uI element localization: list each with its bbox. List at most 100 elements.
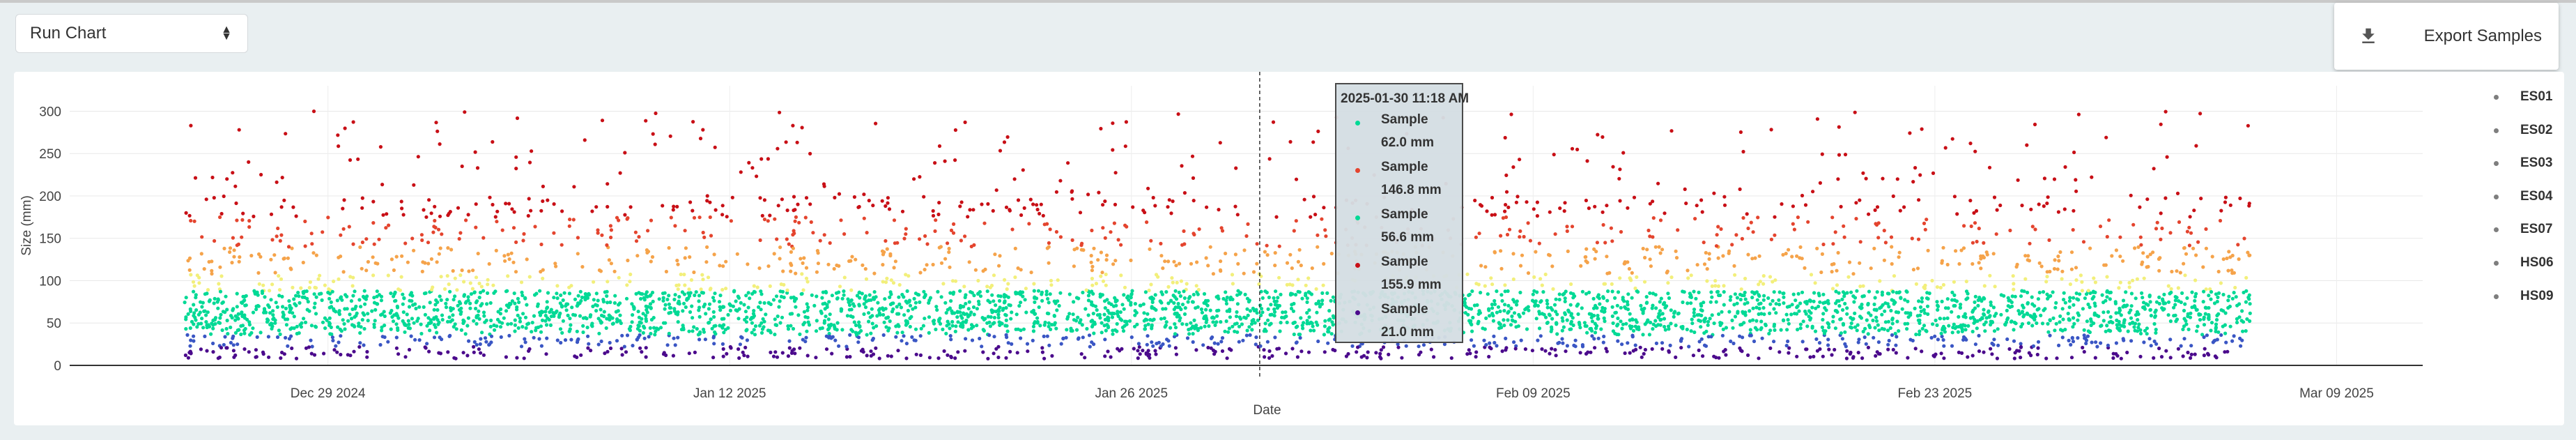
data-point xyxy=(576,294,580,298)
data-point xyxy=(943,159,947,163)
data-point xyxy=(2179,344,2183,348)
data-point xyxy=(1205,318,1209,322)
data-point xyxy=(1584,291,1589,296)
data-point xyxy=(467,269,471,273)
data-point xyxy=(1216,294,1220,298)
data-point xyxy=(2090,296,2095,301)
data-point xyxy=(282,198,286,202)
export-samples-button[interactable]: Export Samples xyxy=(2334,3,2559,70)
data-point xyxy=(2221,324,2225,328)
data-point xyxy=(1690,317,1694,321)
data-point xyxy=(1809,316,1813,320)
data-point xyxy=(241,294,245,298)
data-point xyxy=(371,255,375,259)
data-point xyxy=(2136,326,2141,330)
data-point xyxy=(1911,268,1915,272)
data-point xyxy=(539,344,544,348)
data-point xyxy=(2248,311,2252,315)
data-point xyxy=(1090,283,1095,287)
data-point xyxy=(2060,328,2065,333)
data-point xyxy=(865,333,869,337)
data-point xyxy=(495,220,499,224)
data-point xyxy=(922,195,926,199)
data-point xyxy=(640,350,644,354)
data-point xyxy=(479,285,484,289)
data-point xyxy=(2157,268,2161,273)
data-point xyxy=(2035,308,2039,312)
data-point xyxy=(1513,347,1518,351)
data-point xyxy=(1844,356,1849,361)
data-point xyxy=(1561,319,1565,323)
data-point xyxy=(1885,291,1890,296)
data-point xyxy=(766,157,770,161)
data-point xyxy=(2232,334,2236,338)
data-point xyxy=(1442,342,1447,347)
data-point xyxy=(364,268,369,273)
data-point xyxy=(2086,289,2090,293)
data-point xyxy=(1596,336,1601,340)
data-point xyxy=(2141,305,2145,310)
data-point xyxy=(1192,318,1196,322)
data-point xyxy=(546,291,550,295)
data-point xyxy=(1593,331,1598,335)
data-point xyxy=(1708,317,1712,321)
data-point xyxy=(2159,211,2163,215)
data-point xyxy=(1748,333,1752,337)
data-point xyxy=(1709,335,1713,339)
data-point xyxy=(1550,264,1555,268)
data-point xyxy=(1862,335,1867,340)
data-point xyxy=(2155,220,2159,225)
data-point xyxy=(1618,199,1622,203)
data-point xyxy=(1049,283,1054,287)
data-point xyxy=(1285,320,1289,324)
data-point xyxy=(2203,312,2207,316)
data-point xyxy=(1322,261,1326,266)
data-point xyxy=(2071,228,2075,232)
data-point xyxy=(1973,149,1977,153)
data-point xyxy=(1490,306,1495,310)
data-point xyxy=(683,283,687,287)
data-point xyxy=(1925,329,1929,333)
data-point xyxy=(1650,306,1654,310)
data-point xyxy=(2092,311,2097,315)
data-point xyxy=(2106,310,2111,314)
data-point xyxy=(1733,292,1737,296)
data-point xyxy=(1101,279,1106,283)
data-point xyxy=(938,321,943,326)
data-point xyxy=(712,314,716,319)
data-point xyxy=(747,160,751,165)
data-point xyxy=(1099,250,1103,255)
data-point xyxy=(1235,330,1240,334)
data-point xyxy=(186,312,190,316)
data-point xyxy=(1194,348,1198,352)
data-point xyxy=(1189,261,1194,266)
data-point xyxy=(1205,205,1209,209)
data-point xyxy=(1024,310,1028,314)
data-point xyxy=(1563,312,1567,317)
data-point xyxy=(1387,352,1391,356)
data-point xyxy=(2210,255,2214,259)
data-point xyxy=(881,263,885,267)
data-point xyxy=(316,277,321,281)
data-point xyxy=(1100,331,1104,335)
data-point xyxy=(563,338,568,342)
chart-type-select[interactable]: Run Chart ▲ ▼ xyxy=(15,14,248,53)
data-point xyxy=(728,303,733,308)
data-point xyxy=(1977,296,1982,300)
data-point xyxy=(1635,275,1639,279)
data-point xyxy=(281,310,285,314)
data-point xyxy=(459,328,464,332)
data-point xyxy=(724,287,728,291)
data-point xyxy=(1838,317,1842,321)
data-point xyxy=(1152,306,1156,310)
data-point xyxy=(840,328,844,332)
data-point xyxy=(663,303,668,307)
data-point xyxy=(948,326,952,331)
data-point xyxy=(2154,227,2159,231)
data-point xyxy=(1238,291,1243,295)
data-point xyxy=(1072,318,1077,322)
data-point xyxy=(685,298,689,302)
data-point xyxy=(329,305,334,309)
data-point xyxy=(1773,233,1777,237)
